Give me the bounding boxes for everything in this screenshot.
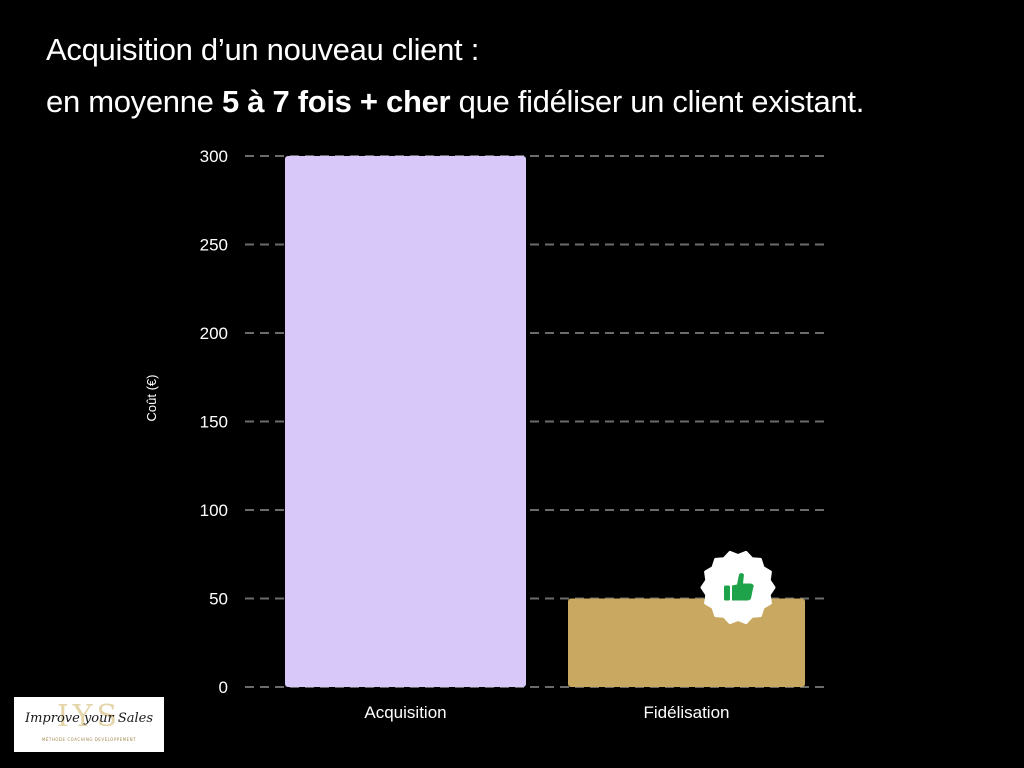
thumb-cuff [724, 585, 730, 601]
x-tick-label-fidélisation: Fidélisation [644, 703, 730, 722]
logo-monogram: IYS [56, 699, 122, 734]
y-axis-ticks: 0 50 100 150 200 250 300 [200, 147, 228, 697]
logo-script: Improve your Sales [24, 711, 154, 726]
x-axis-ticks: Acquisition Fidélisation [364, 703, 729, 722]
x-tick-label-acquisition: Acquisition [364, 703, 446, 722]
y-tick-label-0: 0 [219, 678, 228, 697]
title-line-1: Acquisition d’un nouveau client : [46, 32, 480, 67]
y-tick-label-250: 250 [200, 236, 228, 255]
logo-tagline: MÉTHODE COACHING DEVELOPPEMENT [41, 737, 137, 742]
y-tick-label-300: 300 [200, 147, 228, 166]
bar-acquisition [285, 156, 526, 687]
chart-title: Acquisition d’un nouveau client : en moy… [46, 24, 1016, 128]
title-line-2-suffix: que fidéliser un client existant. [450, 84, 865, 119]
thumbs-up-badge-icon [700, 550, 776, 625]
bar-fidélisation [568, 598, 805, 687]
y-tick-label-100: 100 [200, 501, 228, 520]
thumb-hand [732, 573, 754, 601]
title-line-2-bold: 5 à 7 fois + cher [221, 84, 451, 119]
y-tick-label-50: 50 [209, 590, 228, 609]
y-tick-label-150: 150 [200, 413, 228, 432]
y-axis-label: Coût (€) [144, 375, 159, 422]
title-line-2-prefix: en moyenne [46, 84, 222, 119]
title-line-2: en moyenne 5 à 7 fois + cher que fidélis… [46, 76, 1016, 128]
y-tick-label-200: 200 [200, 324, 228, 343]
brand-logo: IYS Improve your Sales MÉTHODE COACHING … [14, 697, 164, 752]
